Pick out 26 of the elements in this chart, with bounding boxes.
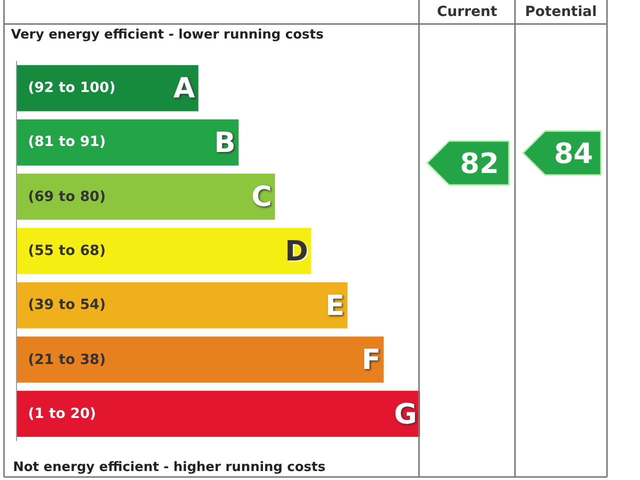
bar: [17, 336, 384, 383]
annotation: (55 to 68): [28, 243, 106, 259]
bar: [17, 119, 239, 166]
bar: [17, 228, 312, 274]
annotation: (21 to 38): [28, 352, 106, 368]
y-tick-label: C: [251, 180, 272, 214]
annotation: (1 to 20): [28, 406, 96, 422]
y-tick-label: A: [173, 72, 196, 105]
bar: [17, 174, 275, 220]
text: 84: [554, 137, 593, 170]
y-tick-label: F: [362, 343, 381, 376]
y-tick-label: D: [284, 234, 308, 268]
bar: [17, 390, 420, 437]
text: Current: [437, 4, 498, 20]
y-tick-label: E: [325, 288, 344, 322]
annotation: (69 to 80): [28, 189, 106, 205]
annotation: (39 to 54): [28, 297, 106, 313]
chart-title: Very energy efficient - lower running costs: [11, 28, 324, 43]
text: 82: [460, 147, 499, 180]
text: Potential: [525, 4, 597, 20]
annotation: (92 to 100): [28, 80, 116, 96]
y-tick-label: G: [394, 397, 417, 430]
y-tick-label: B: [214, 126, 236, 159]
x-axis-title: Not energy efficient - higher running costs: [13, 460, 326, 475]
annotation: (81 to 91): [28, 134, 106, 150]
bar: [17, 282, 348, 328]
